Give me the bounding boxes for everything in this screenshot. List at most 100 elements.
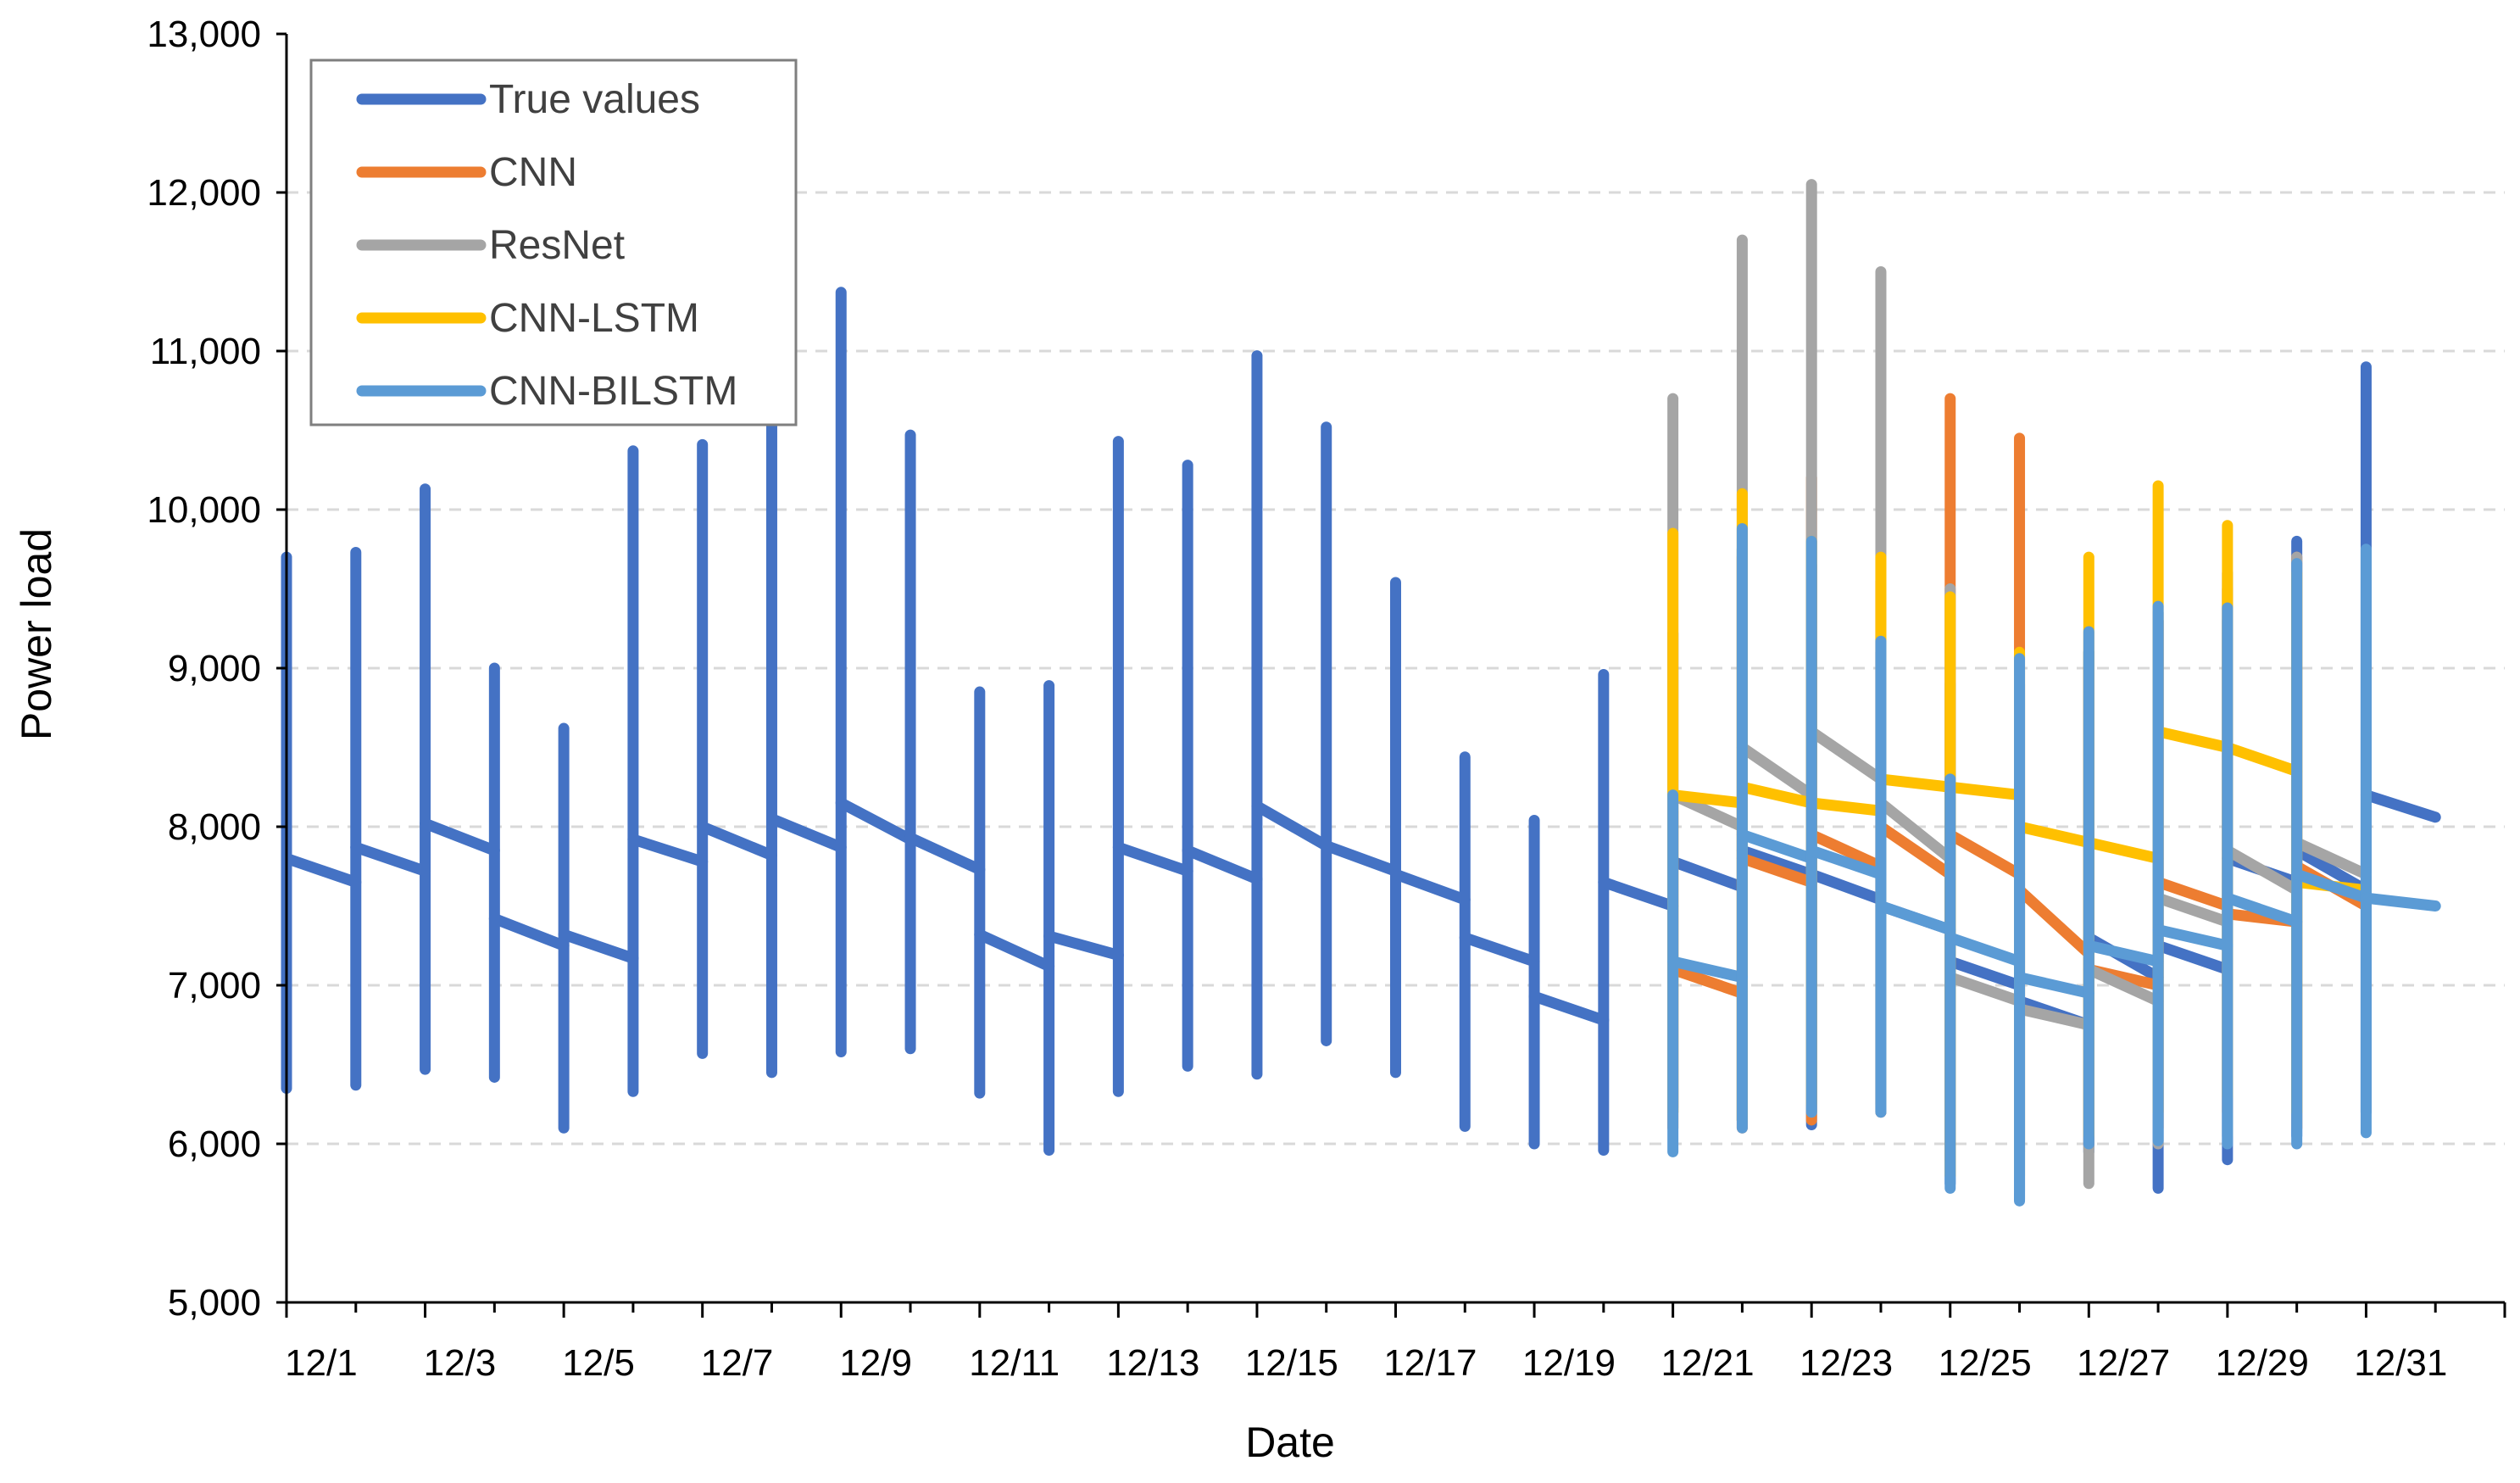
x-tick-label: 12/29	[2216, 1342, 2309, 1384]
daily-trend	[1805, 726, 1887, 785]
daily-trend	[2014, 1003, 2094, 1031]
daily-trend	[1736, 845, 1817, 880]
daily-trend	[2014, 972, 2094, 999]
x-tick-label: 12/7	[701, 1342, 774, 1384]
daily-trend	[1736, 852, 1817, 888]
daily-trend	[1667, 956, 1748, 984]
series-cnn-bilstm	[1667, 522, 2441, 1207]
daily-trend	[1875, 900, 1956, 936]
daily-trend	[2152, 876, 2234, 912]
legend-label: ResNet	[489, 223, 625, 268]
daily-trend	[2014, 884, 2094, 960]
daily-trend	[2152, 726, 2234, 753]
daily-trend	[1805, 828, 1887, 873]
daily-trend	[974, 928, 1055, 973]
daily-trend	[420, 817, 500, 856]
daily-trend	[1667, 789, 1748, 809]
x-tick-label: 12/9	[839, 1342, 912, 1384]
y-tick-label: 7,000	[168, 965, 261, 1006]
x-tick-label: 12/25	[1939, 1342, 2032, 1384]
daily-trend	[1667, 963, 1748, 999]
daily-trend	[2360, 789, 2441, 823]
daily-trend	[2014, 821, 2094, 849]
legend: True values CNN ResNet CNN-LSTM CNN-BILSTM	[309, 59, 798, 427]
x-tick-label: 12/11	[969, 1342, 1060, 1384]
y-axis-title: Power load	[13, 528, 60, 740]
x-tick-label: 12/27	[2077, 1342, 2170, 1384]
legend-label: True values	[489, 77, 700, 122]
daily-trend	[2083, 963, 2164, 1007]
y-tick-label: 6,000	[168, 1123, 261, 1165]
x-tick-label: 12/19	[1522, 1342, 1616, 1384]
legend-label: CNN-LSTM	[489, 296, 699, 341]
y-tick-label: 13,000	[147, 14, 261, 55]
daily-trend	[1736, 828, 1817, 864]
x-tick-label: 12/23	[1800, 1342, 1893, 1384]
daily-trend	[1944, 828, 2026, 880]
daily-trend	[2291, 868, 2372, 904]
x-axis-title: Date	[1245, 1419, 1335, 1466]
x-tick-label: 12/21	[1661, 1342, 1754, 1384]
series-layer	[281, 179, 2441, 1207]
daily-trend	[2152, 924, 2234, 951]
daily-trend	[2222, 742, 2303, 778]
daily-trend	[627, 833, 709, 867]
daily-trend	[1944, 972, 2026, 1007]
daily-trend	[1805, 845, 1887, 880]
x-tick-label: 12/5	[562, 1342, 635, 1384]
daily-trend	[697, 821, 777, 861]
daily-trend	[1182, 845, 1263, 885]
daily-trend	[2083, 939, 2164, 967]
daily-trend	[1875, 821, 1956, 880]
y-tick-label: 10,000	[147, 489, 261, 531]
daily-trend	[281, 852, 362, 888]
daily-trend	[558, 928, 639, 964]
daily-trend	[2222, 845, 2303, 896]
daily-trend	[1875, 773, 1956, 793]
daily-trend	[1321, 839, 1401, 877]
daily-trend	[1390, 868, 1471, 906]
y-tick-label: 11,000	[150, 331, 261, 372]
x-tick-labels: 12/1 12/3 12/5 12/7 12/9 12/11 12/13 12/15 12/17…	[285, 1342, 2447, 1384]
y-tick-label: 8,000	[168, 806, 261, 848]
legend-label: CNN-BILSTM	[489, 369, 737, 414]
daily-trend	[1805, 797, 1887, 817]
daily-trend	[2152, 892, 2234, 928]
daily-trend	[1805, 868, 1887, 906]
daily-trend	[1043, 930, 1124, 961]
daily-trend	[350, 841, 431, 877]
daily-trend	[1736, 742, 1817, 801]
y-tick-labels: 5,000 6,000 7,000 8,000 9,000 10,000 11,000 12,…	[147, 14, 261, 1324]
daily-trend	[1528, 990, 1610, 1026]
daily-trend	[1667, 856, 1748, 893]
daily-trend	[1598, 876, 1679, 912]
axes	[276, 32, 2506, 1318]
daily-trend	[1944, 932, 2026, 967]
x-tick-label: 12/31	[2354, 1342, 2447, 1384]
y-tick-label: 9,000	[168, 648, 261, 689]
legend-label: CNN	[489, 150, 577, 195]
y-tick-label: 12,000	[147, 172, 261, 214]
daily-trend	[2152, 939, 2234, 975]
x-tick-label: 12/3	[424, 1342, 497, 1384]
daily-trend	[1736, 781, 1817, 809]
x-tick-label: 12/1	[285, 1342, 358, 1384]
x-tick-label: 12/13	[1106, 1342, 1199, 1384]
daily-trend	[1944, 781, 2026, 801]
daily-trend	[2291, 837, 2372, 880]
y-tick-label: 5,000	[168, 1282, 261, 1324]
daily-trend	[765, 813, 847, 853]
daily-trend	[2083, 837, 2164, 864]
daily-trend	[2360, 892, 2441, 912]
x-tick-label: 12/15	[1245, 1342, 1338, 1384]
daily-trend	[904, 832, 986, 875]
daily-trend	[1251, 800, 1332, 851]
daily-trend	[835, 797, 916, 845]
daily-trend	[2222, 892, 2303, 928]
daily-trend	[1459, 932, 1540, 967]
daily-trend	[488, 912, 570, 951]
daily-trend	[1112, 841, 1193, 877]
daily-trend	[1944, 956, 2026, 991]
daily-trend	[1875, 797, 1956, 864]
